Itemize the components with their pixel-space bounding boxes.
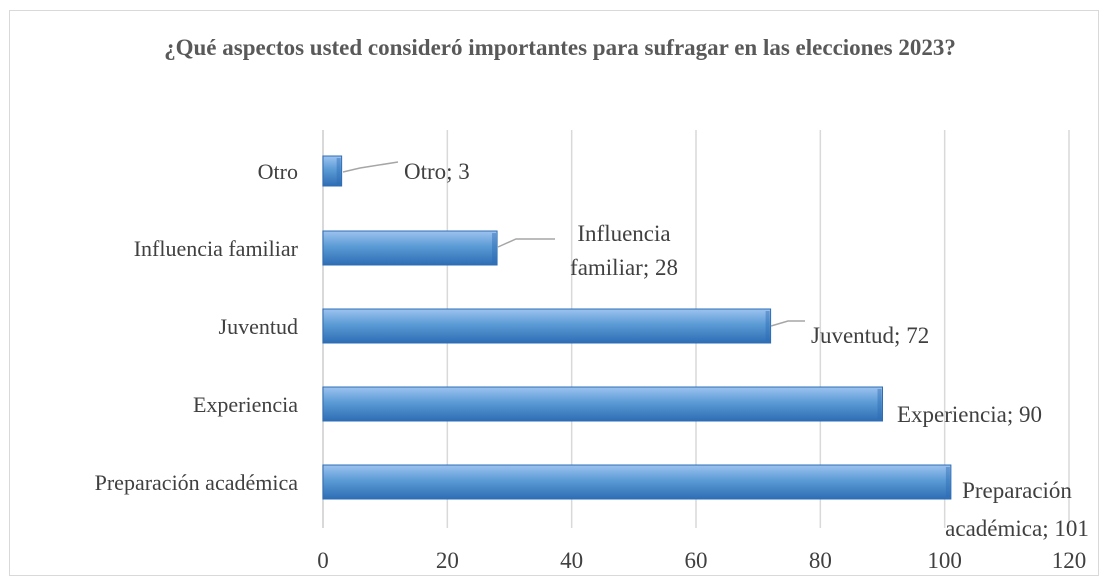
bar-otro <box>322 155 343 187</box>
data-label: Otro; 3 <box>404 159 470 184</box>
bar-juventud <box>322 308 772 344</box>
category-label: Otro <box>258 159 298 184</box>
bar-end-cap <box>877 389 882 419</box>
bar-end-cap <box>492 233 497 263</box>
data-label: Influencia <box>577 221 670 246</box>
leader-lines <box>342 161 805 327</box>
data-label: Preparación <box>962 478 1072 503</box>
category-label: Influencia familiar <box>134 236 299 261</box>
x-tick-label: 120 <box>1052 548 1087 573</box>
data-label: Experiencia; 90 <box>897 402 1042 427</box>
x-tick-label: 60 <box>685 548 708 573</box>
bars <box>322 155 952 500</box>
leader-line <box>497 238 555 248</box>
chart-title: ¿Qué aspectos usted consideró importante… <box>164 35 956 60</box>
bar-preparación-académica <box>322 464 952 500</box>
category-label: Juventud <box>219 314 298 339</box>
data-label: familiar; 28 <box>570 255 678 280</box>
x-tick-label: 20 <box>436 548 459 573</box>
category-label: Preparación académica <box>95 470 299 495</box>
data-label: académica; 101 <box>945 516 1089 541</box>
x-tick-label: 40 <box>560 548 583 573</box>
bar-end-cap <box>945 467 950 497</box>
leader-line <box>770 320 805 327</box>
labels: 0 20 40 60 80 100 120 Otro Otro; 3 Influencia fam… <box>95 159 1089 573</box>
bar-end-cap <box>336 158 341 184</box>
bar-influencia-familiar <box>322 230 498 266</box>
data-label: Juventud; 72 <box>811 323 929 348</box>
x-tick-label: 100 <box>927 548 962 573</box>
bar-end-cap <box>765 311 770 341</box>
leader-line <box>342 161 399 173</box>
x-tick-label: 80 <box>809 548 832 573</box>
x-tick-label: 0 <box>317 548 329 573</box>
category-label: Experiencia <box>193 392 298 417</box>
bar-experiencia <box>322 386 883 422</box>
